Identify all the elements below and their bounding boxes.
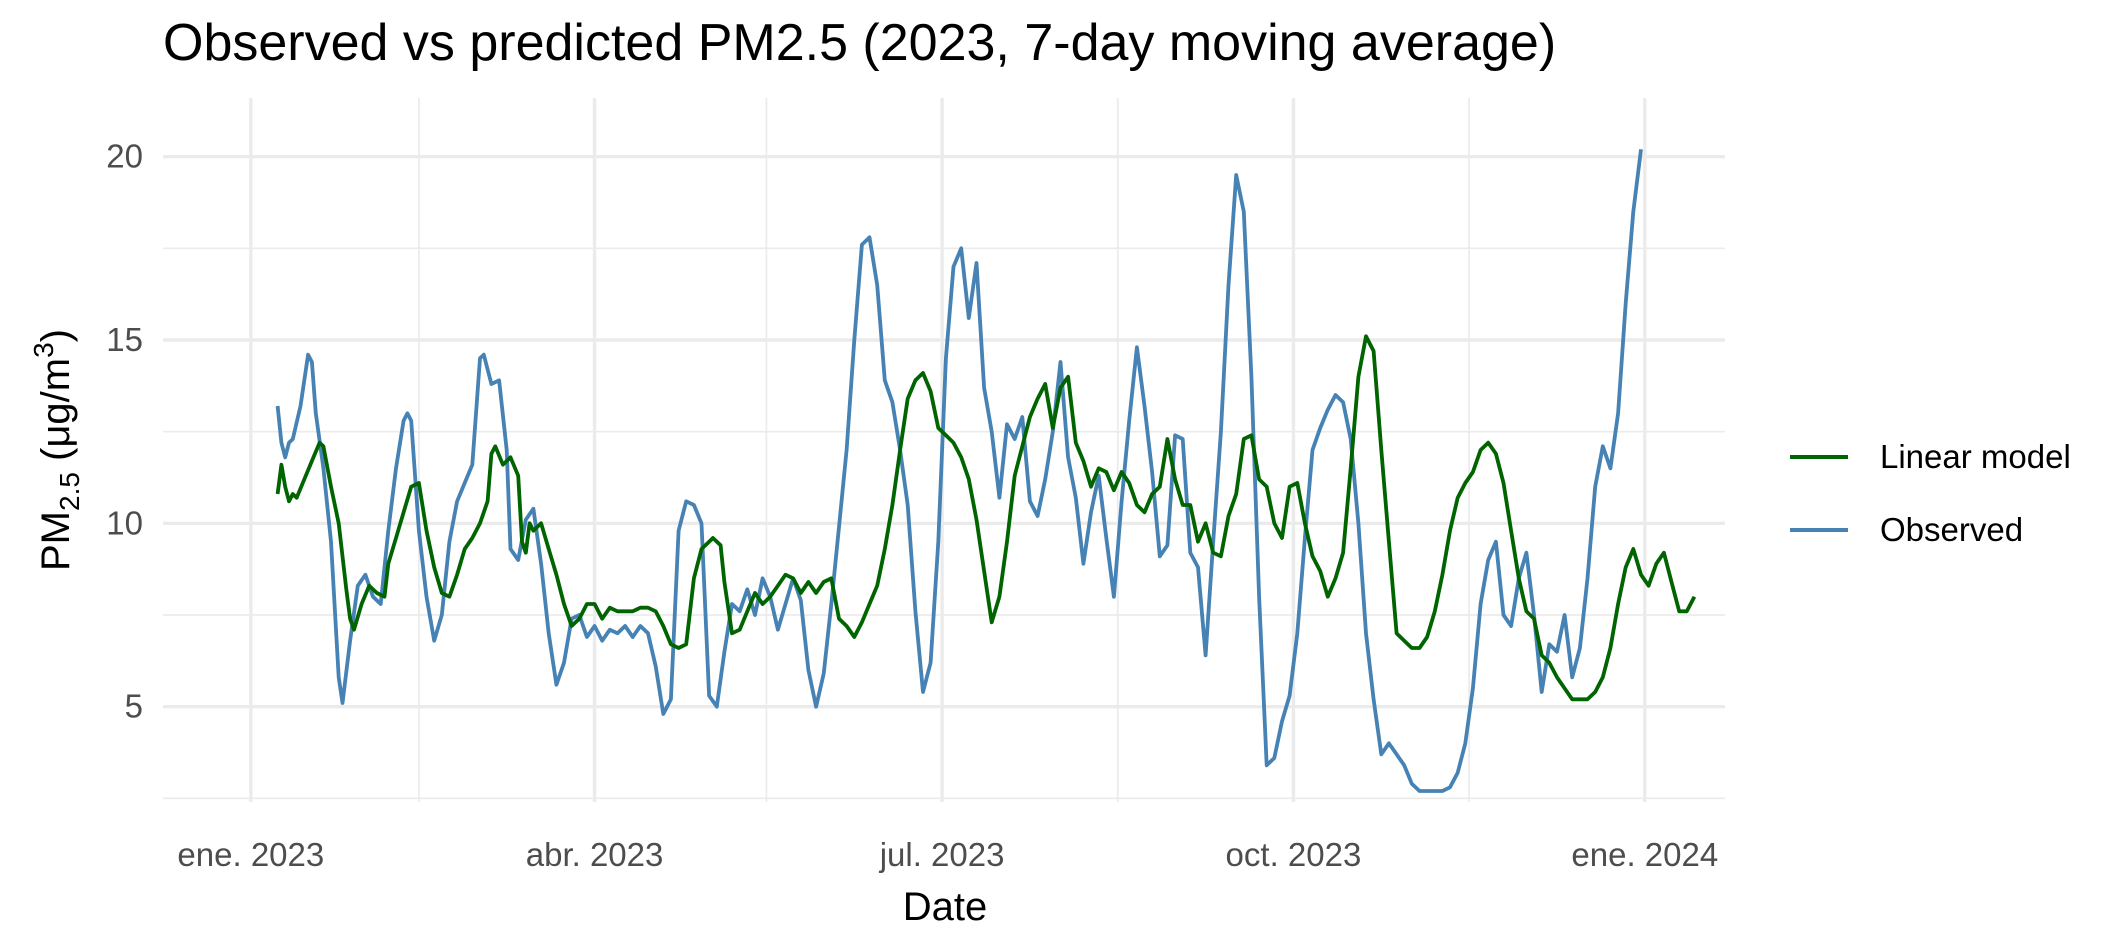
series-line-observed	[275, 149, 1643, 793]
x-axis-ticks: ene. 2023 abr. 2023 jul. 2023 oct. 2023 ene.…	[177, 836, 1718, 873]
y-axis-title-base: PM	[34, 511, 78, 571]
y-tick-label: 15	[106, 321, 143, 358]
legend-label-linear-model: Linear model	[1880, 438, 2071, 475]
y-tick-label: 5	[125, 688, 143, 725]
legend-label-observed: Observed	[1880, 511, 2023, 548]
x-tick-label: oct. 2023	[1226, 836, 1362, 873]
y-axis-title-subscript: 2.5	[54, 472, 85, 511]
y-axis-title-close: )	[34, 329, 78, 342]
x-tick-label: ene. 2024	[1571, 836, 1718, 873]
x-tick-label: jul. 2023	[879, 836, 1005, 873]
legend: Linear model Observed	[1790, 438, 2071, 548]
x-tick-label: abr. 2023	[526, 836, 664, 873]
x-tick-label: ene. 2023	[177, 836, 324, 873]
y-tick-label: 20	[106, 138, 143, 175]
chart-title: Observed vs predicted PM2.5 (2023, 7-day…	[163, 14, 1556, 72]
y-axis-title: PM2.5 (μg/m3)	[28, 329, 85, 571]
y-axis-title-superscript: 3	[28, 342, 59, 358]
plot-series	[275, 149, 1697, 793]
y-tick-label: 10	[106, 504, 143, 541]
y-axis-title-unit: (μg/m	[34, 358, 78, 472]
series-line-linear-model	[275, 334, 1697, 702]
y-axis-ticks: 5 10 15 20	[106, 138, 143, 725]
x-axis-title: Date	[903, 885, 988, 929]
grid	[163, 98, 1725, 802]
